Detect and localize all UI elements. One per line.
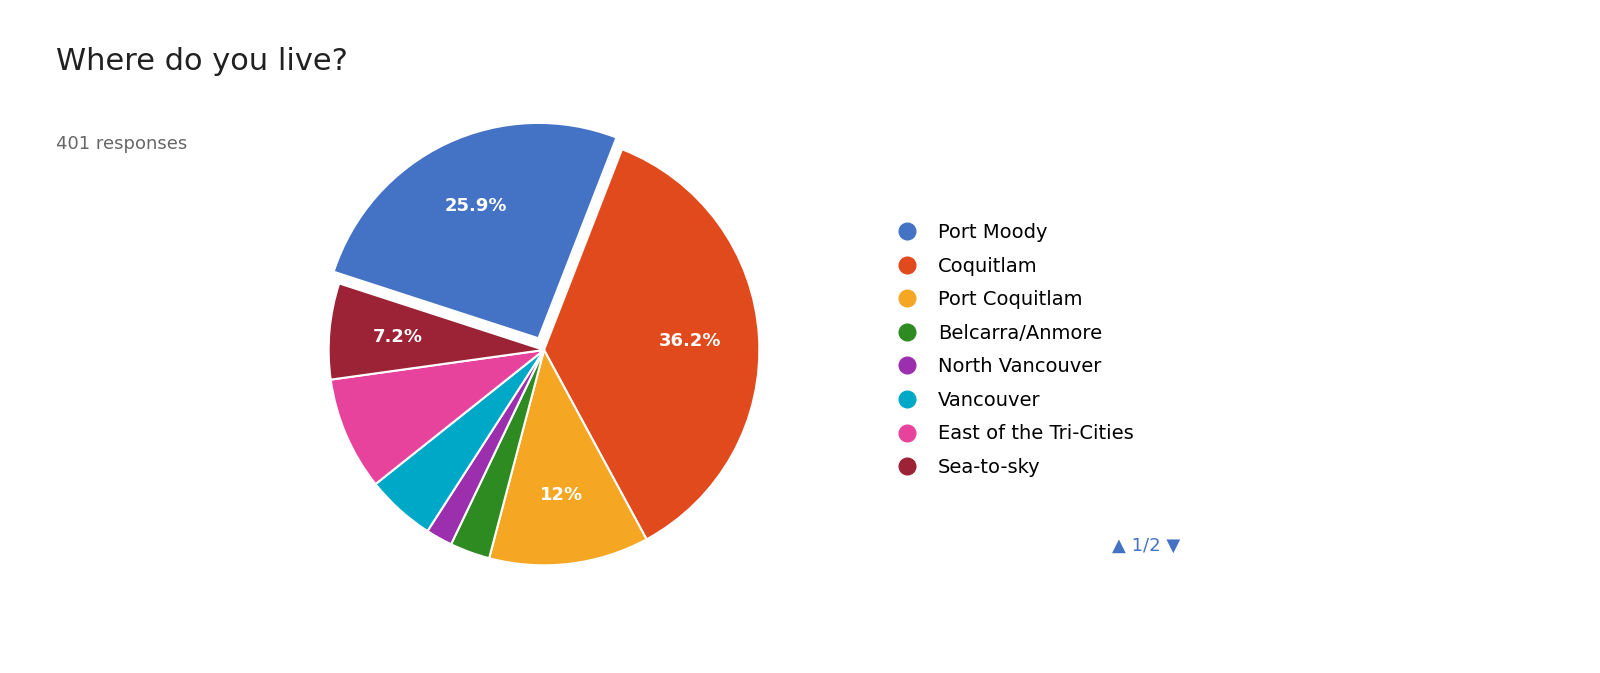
Wedge shape [544, 149, 760, 539]
Wedge shape [451, 350, 544, 558]
Text: ▲ 1/2 ▼: ▲ 1/2 ▼ [1112, 537, 1181, 555]
Text: Where do you live?: Where do you live? [56, 47, 347, 76]
Wedge shape [376, 350, 544, 531]
Wedge shape [331, 350, 544, 484]
Text: 7.2%: 7.2% [373, 328, 422, 346]
Wedge shape [427, 350, 544, 544]
Wedge shape [490, 350, 646, 565]
Text: 12%: 12% [539, 487, 582, 504]
Text: 36.2%: 36.2% [659, 332, 722, 350]
Legend: Port Moody, Coquitlam, Port Coquitlam, Belcarra/Anmore, North Vancouver, Vancouv: Port Moody, Coquitlam, Port Coquitlam, B… [888, 223, 1134, 477]
Text: 25.9%: 25.9% [445, 197, 507, 215]
Wedge shape [328, 283, 544, 380]
Wedge shape [334, 123, 616, 339]
Text: 401 responses: 401 responses [56, 135, 187, 153]
